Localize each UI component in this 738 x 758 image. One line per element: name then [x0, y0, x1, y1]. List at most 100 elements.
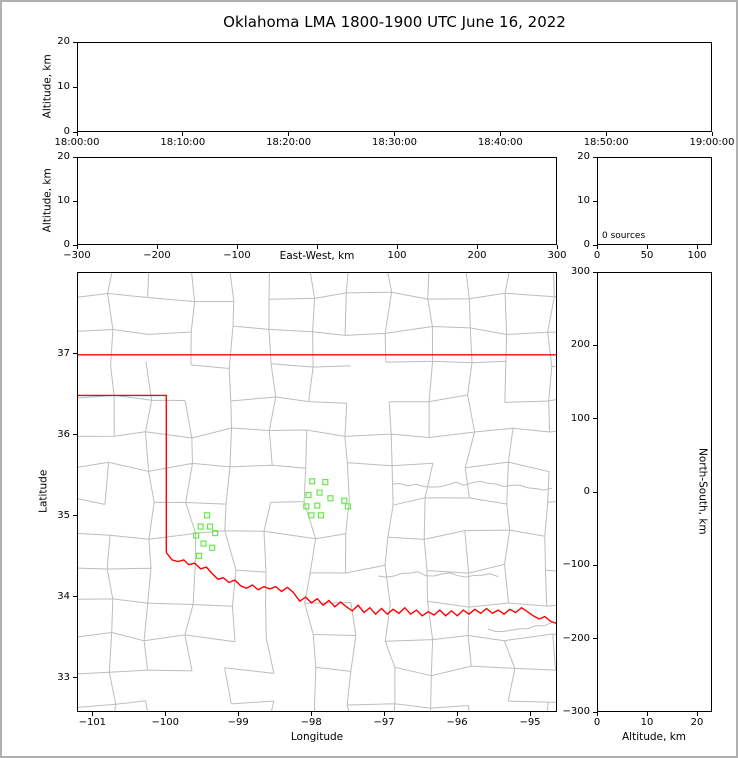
time-altitude-panel	[77, 42, 712, 132]
y-tick-mark	[73, 434, 77, 436]
x-tick-mark	[164, 712, 166, 716]
x-tick-mark	[596, 712, 598, 716]
x-tick-mark	[696, 245, 698, 249]
lma-source-marker	[309, 478, 316, 485]
y-tick-mark	[73, 86, 77, 88]
x-tick-mark	[605, 132, 607, 136]
map-xlabel: Longitude	[290, 731, 344, 743]
x-tick-mark	[76, 245, 78, 249]
y-tick-label: −200	[562, 632, 590, 644]
y-tick-mark	[593, 418, 597, 420]
lma-source-marker	[197, 523, 204, 530]
x-tick-mark	[91, 712, 93, 716]
x-tick-label: 18:40:00	[477, 137, 523, 148]
x-tick-label: 100	[687, 250, 707, 261]
ns-altitude-panel	[597, 272, 712, 712]
x-tick-mark	[76, 132, 78, 136]
y-tick-label: 20	[577, 151, 590, 162]
x-tick-mark	[236, 245, 238, 249]
y-tick-label: 0	[583, 239, 590, 250]
x-tick-mark	[696, 712, 698, 716]
y-tick-label: 0	[63, 239, 70, 250]
x-tick-label: 0	[593, 250, 601, 261]
y-tick-mark	[593, 711, 597, 713]
x-tick-label: −300	[63, 250, 91, 261]
map-ylabel: Latitude	[37, 469, 50, 513]
x-tick-label: 18:20:00	[266, 137, 312, 148]
y-tick-label: 10	[57, 195, 70, 206]
x-tick-mark	[156, 245, 158, 249]
x-tick-label: 18:50:00	[583, 137, 629, 148]
x-tick-mark	[456, 712, 458, 716]
y-tick-label: 100	[570, 412, 590, 424]
y-tick-label: 33	[57, 671, 70, 683]
x-tick-label: −95	[519, 717, 541, 728]
y-tick-label: 35	[57, 509, 70, 521]
y-tick-mark	[73, 200, 77, 202]
lma-source-marker	[212, 530, 219, 537]
oklahoma-state-border	[78, 394, 167, 553]
x-tick-label: 19:00:00	[689, 137, 735, 148]
county-lines	[78, 273, 556, 711]
y-tick-label: 0	[583, 486, 590, 497]
x-tick-label: 0	[593, 717, 601, 728]
lma-source-marker	[303, 503, 310, 510]
x-tick-mark	[711, 132, 713, 136]
altitude-histogram-panel: 0 sources	[597, 157, 712, 245]
lma-source-marker	[206, 523, 214, 530]
y-tick-label: 34	[57, 590, 70, 602]
y-tick-mark	[593, 638, 597, 640]
y-tick-label: 10	[577, 195, 590, 206]
x-tick-label: 18:10:00	[160, 137, 206, 148]
lma-source-marker	[305, 491, 312, 499]
x-tick-mark	[476, 245, 478, 249]
lma-source-marker	[193, 532, 200, 539]
y-tick-label: 37	[57, 347, 70, 359]
y-tick-mark	[73, 515, 77, 517]
x-tick-mark	[646, 712, 648, 716]
lma-source-marker	[195, 552, 203, 559]
x-tick-mark	[237, 712, 239, 716]
lma-source-marker	[314, 502, 321, 509]
x-tick-mark	[310, 712, 312, 716]
y-tick-label: −100	[562, 559, 590, 571]
x-tick-mark	[394, 132, 395, 136]
lma-source-marker	[322, 479, 329, 486]
x-tick-label: −200	[143, 250, 171, 261]
x-tick-label: 200	[467, 250, 487, 261]
y-tick-mark	[593, 564, 597, 566]
x-tick-label: −98	[300, 717, 322, 728]
y-tick-mark	[593, 200, 597, 202]
ns-xlabel: Altitude, km	[621, 731, 686, 743]
x-tick-mark	[396, 245, 398, 249]
ew-altitude-panel	[77, 157, 557, 245]
lma-source-marker	[308, 512, 315, 519]
x-tick-mark	[556, 245, 558, 249]
x-tick-mark	[316, 245, 318, 249]
x-tick-label: 10	[640, 717, 654, 728]
y-tick-label: 20	[57, 151, 70, 162]
y-tick-label: 10	[57, 81, 70, 92]
lma-source-marker	[209, 544, 216, 551]
y-tick-mark	[593, 344, 597, 346]
x-tick-mark	[499, 132, 501, 136]
y-tick-mark	[593, 491, 597, 493]
x-tick-mark	[596, 245, 598, 249]
y-tick-mark	[73, 156, 77, 158]
x-tick-label: −96	[446, 717, 468, 728]
x-tick-label: −99	[227, 717, 249, 728]
lma-source-marker	[341, 497, 348, 504]
x-tick-label: 50	[640, 250, 654, 261]
x-tick-label: −101	[78, 717, 107, 728]
y-tick-mark	[593, 271, 597, 273]
x-tick-label: −100	[151, 717, 179, 728]
lma-source-marker	[344, 503, 351, 510]
y-tick-mark	[73, 244, 77, 246]
y-tick-label: 20	[57, 36, 70, 47]
x-tick-label: 18:00:00	[54, 137, 100, 148]
map-panel	[77, 272, 557, 712]
ew-xlabel: East-West, km	[279, 250, 355, 262]
oklahoma-state-border	[165, 552, 556, 624]
x-tick-label: −97	[373, 717, 395, 728]
